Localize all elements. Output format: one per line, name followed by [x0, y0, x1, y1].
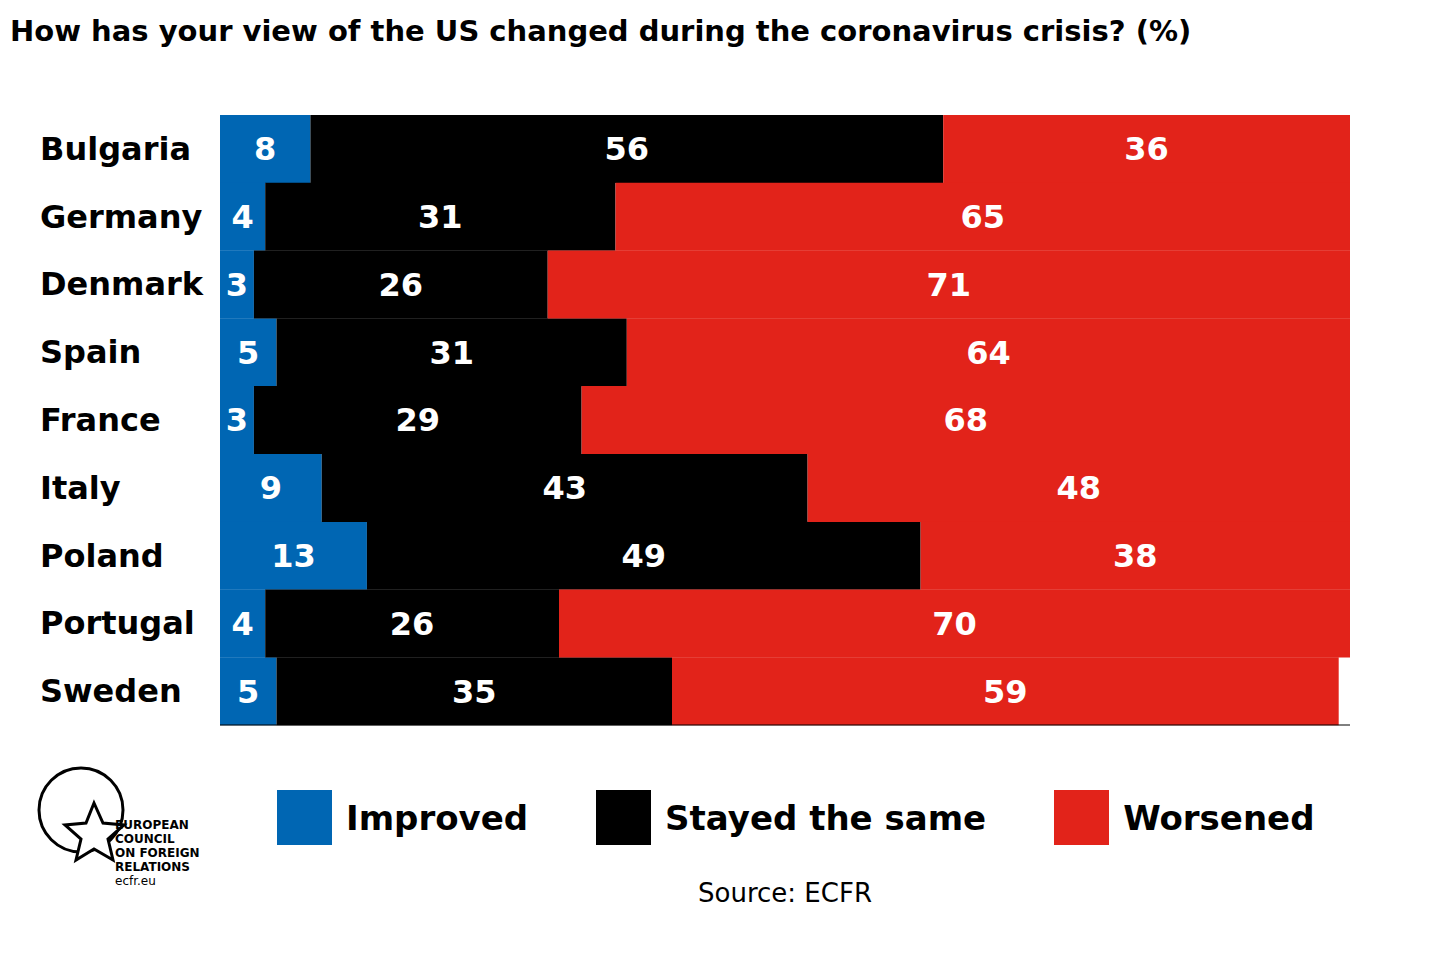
html-text:Worsened: Worsened: [1123, 797, 1315, 838]
svg-text:Sweden: Sweden: [40, 672, 182, 710]
svg-text:13: 13: [271, 537, 316, 575]
svg-text:56: 56: [605, 130, 650, 168]
svg-text:68: 68: [944, 401, 989, 439]
svg-text:9: 9: [260, 469, 282, 507]
svg-text:70: 70: [932, 605, 977, 643]
svg-text:48: 48: [1057, 469, 1102, 507]
svg-text:8: 8: [254, 130, 276, 168]
svg-text:43: 43: [542, 469, 587, 507]
svg-text:Bulgaria: Bulgaria: [40, 130, 191, 168]
svg-text:5: 5: [237, 673, 259, 711]
html-text:How has your view of the US ch: How has your view of the US changed duri…: [10, 14, 1192, 48]
svg-text:26: 26: [390, 605, 435, 643]
svg-text:3: 3: [226, 266, 248, 304]
svg-text:29: 29: [395, 401, 440, 439]
html-text:Source: ECFR: Source: ECFR: [698, 878, 872, 908]
html-text:ecfr.eu: ecfr.eu: [115, 874, 156, 888]
svg-text:26: 26: [379, 266, 424, 304]
svg-text:59: 59: [983, 673, 1028, 711]
svg-text:71: 71: [927, 266, 972, 304]
html-text:Improved: Improved: [346, 797, 529, 838]
svg-text:4: 4: [231, 198, 253, 236]
svg-text:31: 31: [418, 198, 463, 236]
svg-text:65: 65: [960, 198, 1005, 236]
html-text:EUROPEAN: EUROPEAN: [115, 818, 189, 832]
html-text:COUNCIL: COUNCIL: [115, 832, 175, 846]
svg-text:31: 31: [429, 334, 474, 372]
html-text:RELATIONS: RELATIONS: [115, 860, 190, 874]
svg-text:38: 38: [1113, 537, 1158, 575]
html-text:ON FOREIGN: ON FOREIGN: [115, 846, 200, 860]
svg-text:Denmark: Denmark: [40, 265, 204, 303]
html-text:Stayed the same: Stayed the same: [665, 797, 987, 838]
svg-text:3: 3: [226, 401, 248, 439]
svg-text:4: 4: [231, 605, 253, 643]
svg-text:France: France: [40, 401, 161, 439]
svg-text:Germany: Germany: [40, 198, 202, 236]
svg-text:Italy: Italy: [40, 469, 121, 507]
svg-text:Spain: Spain: [40, 333, 141, 371]
svg-text:49: 49: [621, 537, 666, 575]
svg-text:64: 64: [966, 334, 1011, 372]
svg-text:Poland: Poland: [40, 537, 164, 575]
svg-text:Portugal: Portugal: [40, 604, 195, 642]
svg-text:5: 5: [237, 334, 259, 372]
svg-text:36: 36: [1124, 130, 1169, 168]
svg-text:35: 35: [452, 673, 497, 711]
